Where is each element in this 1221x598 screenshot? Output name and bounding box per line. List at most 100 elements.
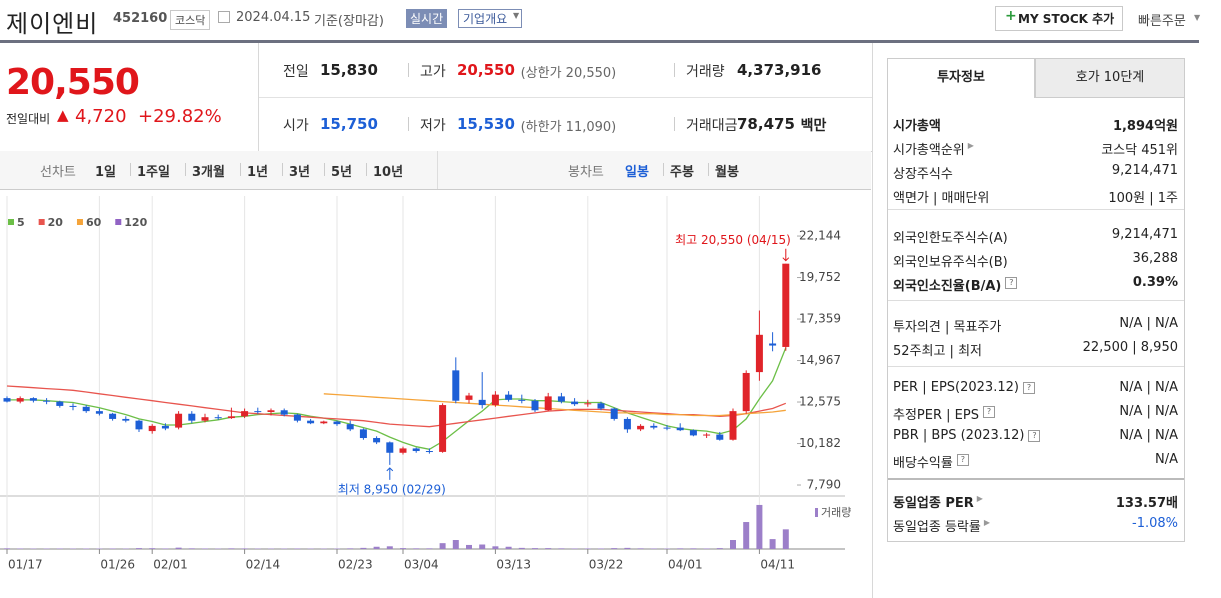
candle-body bbox=[597, 403, 605, 409]
candle-body bbox=[175, 413, 183, 428]
x-tick-label: 02/14 bbox=[246, 558, 281, 572]
info-label: 외국인한도주식수(A) bbox=[893, 231, 1008, 246]
separator bbox=[663, 163, 664, 176]
volume-bar bbox=[505, 546, 512, 549]
info-label: PER | EPS(2023.12) bbox=[893, 380, 1019, 395]
tab[interactable]: 5년 bbox=[331, 165, 353, 180]
chart: 01/17 01/26 02/01 02/14 02/23 03/04 03/13 03/22… bbox=[0, 196, 851, 572]
x-tick-label: 03/22 bbox=[589, 558, 624, 572]
candle-body bbox=[161, 425, 169, 429]
tab[interactable]: 1주일 bbox=[137, 165, 170, 180]
volume-bar bbox=[439, 543, 446, 549]
plus-icon: + bbox=[1005, 8, 1017, 24]
legend-swatch bbox=[8, 219, 14, 225]
volume-bar bbox=[743, 522, 750, 549]
info-value: N/A | N/A bbox=[1119, 404, 1178, 419]
help-icon[interactable]: ? bbox=[956, 454, 969, 466]
info-value: N/A | N/A bbox=[1119, 428, 1178, 443]
candle-body bbox=[399, 448, 407, 453]
help-icon[interactable]: ? bbox=[1005, 277, 1018, 289]
volume-bar bbox=[690, 548, 697, 549]
candle-body bbox=[82, 406, 90, 412]
change-label: 전일대비 bbox=[6, 112, 51, 126]
ma-line bbox=[323, 393, 786, 417]
arrow-icon[interactable]: ▶ bbox=[983, 518, 991, 527]
company-button[interactable]: 기업개요 bbox=[458, 9, 523, 28]
volume-bar bbox=[228, 548, 235, 549]
divider bbox=[258, 43, 259, 151]
arrow-icon[interactable]: ▶ bbox=[967, 141, 974, 150]
candle-body bbox=[584, 403, 592, 405]
ma-line bbox=[6, 385, 787, 428]
help-icon[interactable]: ? bbox=[1022, 382, 1035, 394]
side-tab[interactable]: 투자정보 bbox=[887, 58, 1035, 98]
volume-bar bbox=[360, 547, 367, 549]
cell-value: 78,475 bbox=[737, 115, 795, 133]
info-label: 추정PER | EPS bbox=[893, 408, 979, 423]
candle-body bbox=[227, 416, 235, 419]
volume-bar bbox=[400, 548, 406, 549]
candle-body bbox=[439, 405, 447, 452]
volume-bar bbox=[782, 529, 789, 549]
dropdown-caret: ▼ bbox=[513, 11, 520, 20]
volume-bar bbox=[241, 548, 248, 549]
tab[interactable]: 1일 bbox=[95, 165, 117, 180]
candle-body bbox=[29, 398, 37, 401]
side-tab[interactable]: 호가 10단계 bbox=[1035, 58, 1185, 98]
y-tick-label: 12,575 bbox=[799, 395, 841, 409]
divider bbox=[872, 43, 873, 598]
legend-label: 20 bbox=[48, 216, 64, 229]
volume-bar bbox=[426, 548, 433, 549]
y-tick-label: 19,752 bbox=[799, 270, 841, 284]
tab[interactable]: 3년 bbox=[289, 165, 311, 180]
volume-bar bbox=[175, 547, 182, 549]
info-label: 시가총액 bbox=[893, 119, 941, 134]
realtime-badge[interactable]: 실시간 bbox=[406, 9, 448, 28]
candle-body bbox=[505, 394, 513, 400]
info-value: 22,500 | 8,950 bbox=[1082, 340, 1178, 355]
tab[interactable]: 1년 bbox=[247, 165, 269, 180]
help-icon[interactable]: ? bbox=[982, 406, 995, 418]
tab[interactable]: 3개월 bbox=[192, 165, 225, 180]
divider bbox=[259, 97, 872, 98]
candle-body bbox=[729, 411, 737, 440]
volume-bar bbox=[17, 548, 24, 549]
y-tick-label: 10,182 bbox=[799, 436, 841, 450]
info-label: 상장주식수 bbox=[893, 167, 953, 182]
change: 4,720 bbox=[75, 106, 127, 127]
candle-body bbox=[280, 410, 288, 415]
candle-body bbox=[293, 414, 301, 421]
info-value: 100원 | 1주 bbox=[1108, 191, 1178, 206]
candle-body bbox=[241, 411, 249, 417]
tab[interactable]: 일봉 bbox=[625, 165, 649, 180]
separator bbox=[888, 478, 1184, 480]
tab[interactable]: 10년 bbox=[373, 165, 404, 180]
tab[interactable]: 월봉 bbox=[715, 165, 739, 180]
x-tick-label: 03/13 bbox=[496, 558, 531, 572]
low-annotation: 최저 8,950 (02/29) bbox=[338, 482, 446, 496]
separator bbox=[888, 209, 1184, 210]
candle-body bbox=[491, 394, 499, 406]
stock-name: 제이엔비 bbox=[6, 10, 99, 38]
date-basis: 기준(장마감) bbox=[314, 14, 384, 29]
volume-bar bbox=[703, 548, 710, 549]
header-rule bbox=[0, 40, 1199, 43]
candle-body bbox=[689, 430, 697, 436]
candle-body bbox=[188, 413, 196, 421]
volume-bar bbox=[202, 548, 208, 549]
mystock-button[interactable]: MY STOCK 추가 bbox=[995, 6, 1124, 31]
legend-swatch bbox=[38, 219, 45, 225]
separator bbox=[437, 151, 438, 189]
volume-bar bbox=[624, 547, 631, 549]
info-label: 시가총액순위 bbox=[893, 143, 965, 158]
arrow-icon[interactable]: ▶ bbox=[976, 494, 983, 503]
cell-unit: 백만 bbox=[800, 118, 827, 134]
high-annotation: 최고 20,550 (04/15) bbox=[675, 233, 791, 247]
legend-swatch bbox=[815, 508, 818, 517]
help-icon[interactable]: ? bbox=[1028, 430, 1041, 442]
quick-order[interactable]: 빠른주문 bbox=[1138, 14, 1186, 29]
candle-body bbox=[95, 411, 103, 414]
candle-body bbox=[267, 410, 275, 412]
volume-bar bbox=[386, 546, 393, 549]
tab[interactable]: 주봉 bbox=[670, 165, 694, 180]
